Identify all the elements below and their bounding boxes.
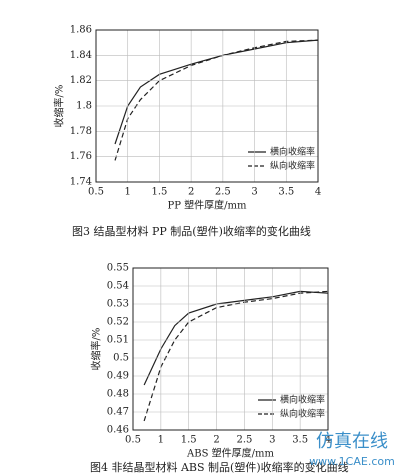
x-tick-label: 3 [251,187,257,198]
plot-frame [132,267,329,431]
y-tick-label: 0.52 [107,317,129,328]
y-tick-label: 0.55 [107,263,129,274]
legend-label: 横向收缩率 [270,146,315,158]
legend-label: 横向收缩率 [280,394,325,406]
caption: 图4 非结晶型材料 ABS 制品(塑件)收缩率的变化曲线 [90,460,349,473]
y-tick-label: 1.84 [70,50,92,61]
y-axis-label: 收缩率/% [90,328,103,371]
x-tick-label: 3 [269,435,275,446]
x-tick-label: 0.5 [125,435,141,446]
y-tick-label: 0.51 [107,335,129,346]
x-tick-label: 3.5 [292,435,308,446]
x-tick-label: 1.5 [151,187,167,198]
series-line [114,39,319,161]
x-tick-label: 2 [188,187,194,198]
x-tick-label: 4 [315,187,321,198]
x-tick-label: 3.5 [278,187,294,198]
plot-frame [95,29,319,183]
x-axis-label: PP 塑件厚度/mm [168,199,247,212]
y-axis-label: 收缩率/% [53,85,66,128]
y-tick-label: 1.78 [70,126,92,137]
y-tick-label: 1.74 [70,177,92,188]
y-tick-label: 0.46 [107,425,129,436]
y-tick-label: 1.86 [70,25,92,36]
x-tick-label: 2.5 [215,187,231,198]
y-tick-label: 0.54 [107,281,129,292]
y-tick-label: 0.49 [107,371,129,382]
x-tick-label: 4 [325,435,331,446]
y-tick-label: 1.76 [70,151,92,162]
x-tick-label: 2.5 [236,435,252,446]
watermark-title: 仿真在线 [316,431,388,452]
legend-label: 纵向收缩率 [270,160,315,172]
x-tick-label: 1 [158,435,164,446]
y-tick-label: 0.5 [113,353,129,364]
y-tick-label: 1.82 [70,75,92,86]
y-tick-label: 0.47 [107,407,129,418]
series-line [114,39,319,145]
x-tick-label: 2 [213,435,219,446]
caption: 图3 结晶型材料 PP 制品(塑件)收缩率的变化曲线 [72,224,311,238]
y-tick-label: 1.8 [76,101,92,112]
x-tick-label: 1.5 [181,435,197,446]
y-tick-label: 0.48 [107,389,129,400]
legend-label: 纵向收缩率 [280,408,325,420]
x-axis-label: ABS 塑件厚度/mm [186,447,274,460]
x-tick-label: 1 [125,187,131,198]
watermark-url: www.1CAE.com [309,455,395,468]
y-tick-label: 0.53 [107,299,129,310]
x-tick-label: 0.5 [88,187,104,198]
